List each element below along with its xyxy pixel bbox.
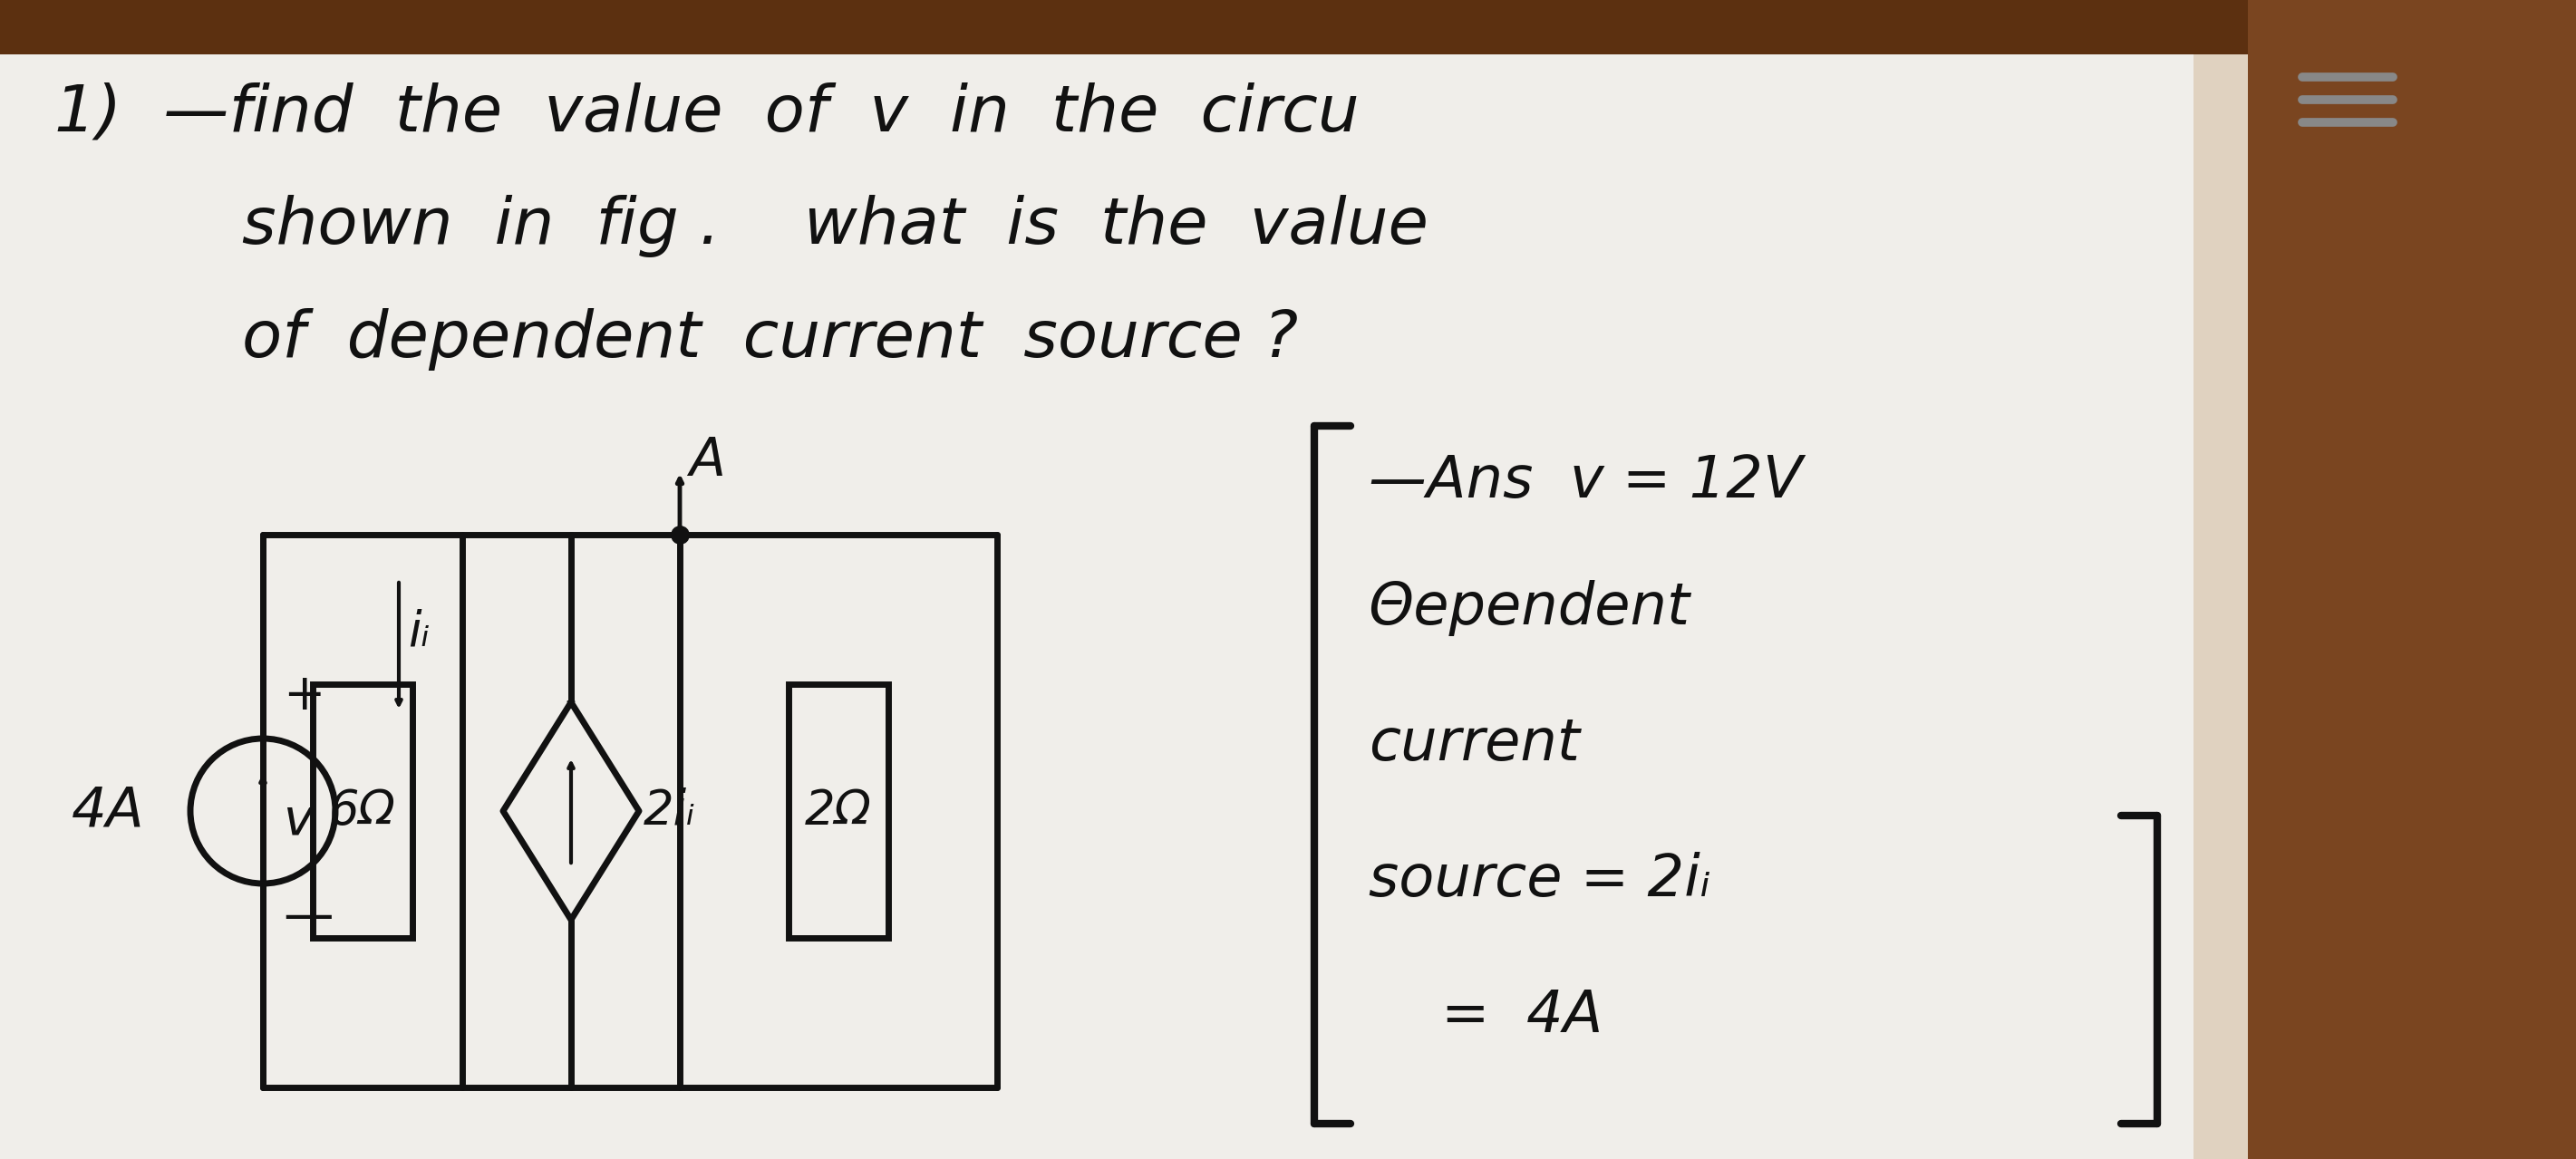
Text: A: A [688, 435, 724, 487]
Text: current: current [1368, 716, 1579, 772]
Text: +: + [283, 671, 325, 721]
Text: Θependent: Θependent [1368, 580, 1690, 636]
Bar [312, 684, 412, 938]
Text: 2iᵢ: 2iᵢ [644, 787, 696, 834]
Text: v: v [283, 796, 312, 844]
Bar [0, 0, 2576, 54]
Bar [788, 684, 889, 938]
Text: —: — [283, 892, 332, 941]
Bar [2195, 54, 2249, 1159]
Text: 4A: 4A [72, 785, 144, 838]
Text: 2Ω: 2Ω [804, 787, 871, 834]
Text: —Ans  v = 12V: —Ans v = 12V [1368, 453, 1803, 509]
Text: source = 2iᵢ: source = 2iᵢ [1368, 852, 1710, 907]
Bar [2249, 0, 2576, 1159]
Text: of  dependent  current  source ?: of dependent current source ? [54, 308, 1298, 371]
Text: iᵢ: iᵢ [407, 608, 430, 656]
Text: =  4A: = 4A [1440, 987, 1602, 1044]
Text: 6Ω: 6Ω [330, 787, 397, 834]
Text: shown  in  fig .    what  is  the  value: shown in fig . what is the value [54, 195, 1430, 257]
Text: 1)  —find  the  value  of  v  in  the  circu: 1) —find the value of v in the circu [54, 81, 1360, 144]
